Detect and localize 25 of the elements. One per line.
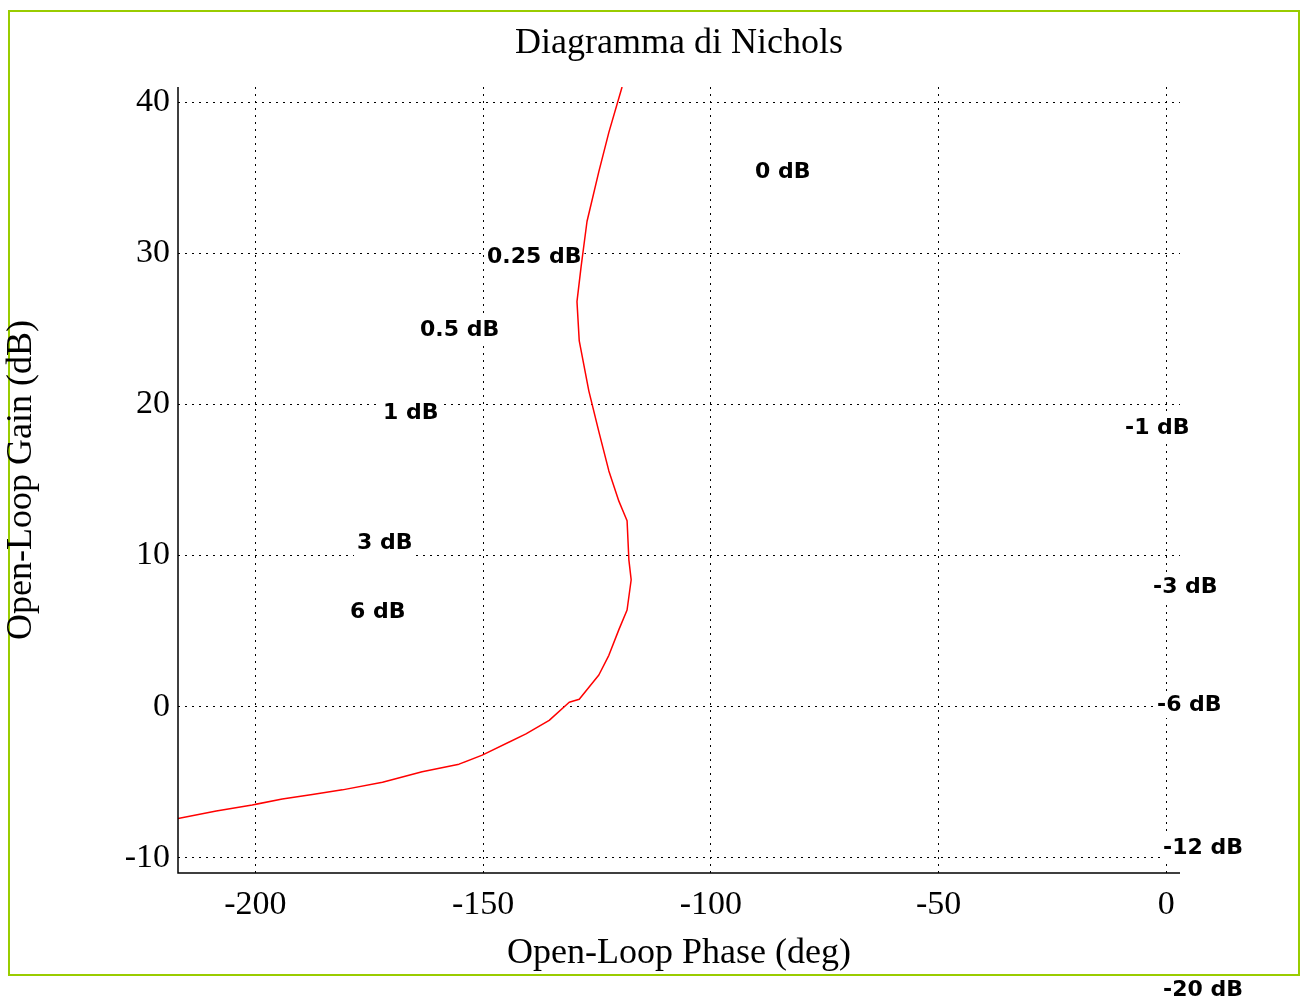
y-tick-label: 10: [136, 534, 170, 572]
annotation: 3 dB: [357, 528, 413, 554]
x-tick-label: -100: [679, 884, 743, 922]
chart-title: Diagramma di Nichols: [515, 21, 843, 62]
x-axis-title: Open-Loop Phase (deg): [507, 930, 851, 971]
text: -20 dB: [1163, 975, 1243, 1001]
annotation: -6 dB: [1157, 690, 1222, 716]
x-tick-label: -50: [915, 884, 962, 922]
y-tick-label: 30: [136, 232, 170, 270]
annotation: 0.5 dB: [420, 315, 500, 341]
y-tick-label: 40: [136, 81, 170, 119]
y-tick-label: 0: [153, 685, 170, 723]
x-tick-label: 0: [1157, 884, 1175, 922]
x-tick-label: -200: [224, 884, 287, 922]
y-tick-label: 20: [136, 383, 170, 421]
annotation: -3 dB: [1153, 572, 1218, 598]
annotation: -1 dB: [1125, 413, 1190, 439]
annotation: 6 dB: [350, 597, 406, 623]
x-tick-label: -150: [451, 884, 515, 922]
annotation: 0.25 dB: [487, 242, 582, 268]
annotation: 0 dB: [755, 157, 811, 183]
y-axis-title: Open-Loop Gain (dB): [0, 320, 40, 640]
y-tick-label: -10: [124, 836, 170, 874]
annotation: 1 dB: [383, 398, 439, 424]
annotation: -12 dB: [1163, 833, 1243, 859]
